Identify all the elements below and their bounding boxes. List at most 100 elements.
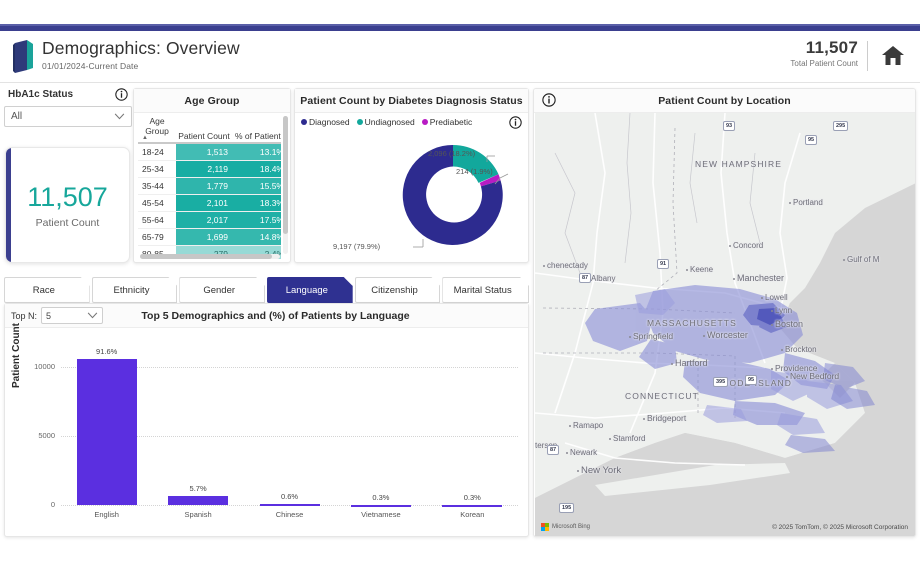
table-row[interactable]: 65-791,69914.8% <box>138 229 281 246</box>
map-label: Brockton <box>785 345 817 354</box>
kpi-card-label: Patient Count <box>36 217 100 229</box>
bing-label: Microsoft Bing <box>552 524 590 530</box>
table-row[interactable]: 45-542,10118.3% <box>138 195 281 212</box>
patient-count-kpi-card[interactable]: 11,507 Patient Count <box>5 147 130 263</box>
hba1c-status-slicer[interactable]: HbA1c Status All <box>4 88 132 138</box>
age-group-header: Age Group <box>134 89 290 113</box>
bar-korean[interactable] <box>442 505 502 507</box>
bar-chart-plot[interactable]: Patient Count 050001000091.6%English5.7%… <box>5 328 528 537</box>
map-label: Springfield <box>633 331 673 341</box>
column-header-age-group[interactable]: Age Group ▲ <box>138 113 176 143</box>
tab-gender[interactable]: Gender <box>179 277 265 303</box>
cell-patient-count: 1,779 <box>176 178 232 195</box>
map-label: Lynn <box>775 306 792 315</box>
highway-shield-icon: 93 <box>723 121 735 131</box>
donut-legend[interactable]: Diagnosed Undiagnosed Prediabetic <box>301 117 472 127</box>
demographics-tab-bar[interactable]: RaceEthnicityGenderLanguageCitizenshipMa… <box>4 277 529 303</box>
bar-vietnamese[interactable] <box>351 505 411 507</box>
map-label: Hartford <box>675 358 708 368</box>
legend-item-undiagnosed[interactable]: Undiagnosed <box>357 117 415 127</box>
tab-race[interactable]: Race <box>4 277 90 303</box>
table-vertical-scrollbar[interactable] <box>283 116 288 254</box>
cell-age-group: 25-34 <box>138 161 176 178</box>
bar-spanish[interactable] <box>168 496 228 505</box>
bar-english[interactable] <box>77 359 137 505</box>
map-header: Patient Count by Location <box>534 89 915 113</box>
info-icon[interactable] <box>115 88 128 101</box>
legend-label: Prediabetic <box>430 117 473 127</box>
map-canvas[interactable]: NEW HAMPSHIREMASSACHUSETTSCONNECTICUTRHO… <box>535 113 916 537</box>
bar-chart-title: Top 5 Demographics and (%) of Patients b… <box>103 310 448 322</box>
y-axis-title: Patient Count <box>11 323 22 388</box>
age-group-title: Age Group <box>184 95 239 107</box>
table-row[interactable]: 55-642,01717.5% <box>138 212 281 229</box>
donut-title: Patient Count by Diabetes Diagnosis Stat… <box>300 95 522 107</box>
legend-label: Diagnosed <box>309 117 350 127</box>
table-row[interactable]: 18-241,51313.1% <box>138 143 281 161</box>
sort-ascending-caret-icon: ▲ <box>140 136 174 141</box>
highway-shield-icon: 295 <box>833 121 848 131</box>
donut-chart[interactable]: 2,096 (18.2%) 214 (1.9%) 9,197 (79.9%) <box>295 129 528 261</box>
bar-data-label: 91.6% <box>77 347 137 356</box>
topn-toolbar: Top N: 5 Top 5 Demographics and (%) of P… <box>5 304 528 328</box>
column-header-patient-count[interactable]: Patient Count <box>176 113 232 143</box>
map-label: Portland <box>793 198 823 207</box>
tab-ethnicity[interactable]: Ethnicity <box>92 277 178 303</box>
app-header: Demographics: Overview 01/01/2024-Curren… <box>0 31 920 83</box>
map-label: chenectady <box>547 261 588 270</box>
dashboard-page: Demographics: Overview 01/01/2024-Curren… <box>0 0 920 575</box>
x-axis-tick-label: English <box>67 510 147 519</box>
legend-swatch <box>422 119 428 125</box>
donut-callout-undiagnosed: 2,096 (18.2%) <box>428 149 475 158</box>
map-label: Stamford <box>613 434 645 443</box>
x-axis-tick-label: Korean <box>432 510 512 519</box>
map-label: Bridgeport <box>647 413 686 423</box>
map-label: Boston <box>775 319 803 329</box>
hba1c-status-dropdown[interactable]: All <box>4 106 132 127</box>
x-axis-tick-label: Vietnamese <box>341 510 421 519</box>
tab-language[interactable]: Language <box>267 277 353 303</box>
legend-item-diagnosed[interactable]: Diagnosed <box>301 117 350 127</box>
map-label: Newark <box>570 448 597 457</box>
age-group-table-body[interactable]: Age Group ▲ Patient Count % of Patients … <box>138 113 281 259</box>
cell-pct-patients: 18.3% <box>232 195 281 212</box>
cell-pct-patients: 15.5% <box>232 178 281 195</box>
cell-patient-count: 2,119 <box>176 161 232 178</box>
home-button[interactable] <box>874 40 912 72</box>
tab-citizenship[interactable]: Citizenship <box>355 277 441 303</box>
bar-data-label: 0.3% <box>351 493 411 502</box>
highway-shield-icon: 95 <box>745 375 757 385</box>
home-icon <box>881 45 905 67</box>
topn-label: Top N: <box>11 311 37 321</box>
header-kpi-label: Total Patient Count <box>790 59 858 68</box>
map-label: Albany <box>591 274 615 283</box>
table-row[interactable]: 35-441,77915.5% <box>138 178 281 195</box>
topn-dropdown[interactable]: 5 <box>41 307 103 324</box>
header-divider <box>867 41 868 71</box>
donut-header: Patient Count by Diabetes Diagnosis Stat… <box>295 89 528 113</box>
bar-data-label: 0.6% <box>260 492 320 501</box>
highway-shield-icon: 95 <box>805 135 817 145</box>
table-row[interactable]: 25-342,11918.4% <box>138 161 281 178</box>
y-axis-tick-label: 0 <box>19 500 55 509</box>
age-group-table: Age Group ▲ Patient Count % of Patients … <box>138 113 281 259</box>
legend-swatch <box>357 119 363 125</box>
map-label: Ramapo <box>573 421 603 430</box>
bar-chinese[interactable] <box>260 504 320 506</box>
topn-control[interactable]: Top N: 5 <box>11 307 103 324</box>
hba1c-status-value: All <box>11 111 22 122</box>
legend-item-prediabetic[interactable]: Prediabetic <box>422 117 473 127</box>
language-bar-chart-card: Top N: 5 Top 5 Demographics and (%) of P… <box>4 303 529 537</box>
column-header-pct-patients[interactable]: % of Patients <box>232 113 281 143</box>
age-group-rows: 18-241,51313.1%25-342,11918.4%35-441,779… <box>138 143 281 259</box>
cell-pct-patients: 13.1% <box>232 143 281 161</box>
tab-marital-status[interactable]: Marital Status <box>442 277 529 303</box>
header-total-patient-count: 11,507 Total Patient Count <box>790 38 858 68</box>
bar-data-label: 0.3% <box>442 493 502 502</box>
y-axis-tick-label: 5000 <box>19 431 55 440</box>
cell-patient-count: 1,513 <box>176 143 232 161</box>
slicer-label: HbA1c Status <box>8 89 73 100</box>
map-label: Worcester <box>707 330 748 340</box>
info-icon[interactable] <box>542 93 556 112</box>
table-horizontal-scrollbar[interactable] <box>140 254 280 259</box>
